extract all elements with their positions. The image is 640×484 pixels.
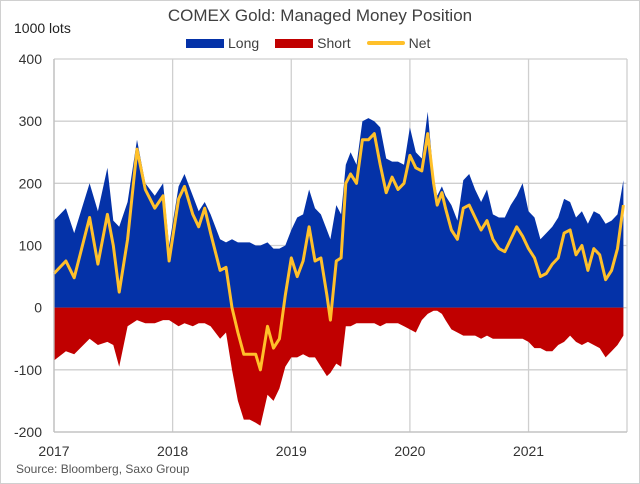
legend-label-short: Short [317, 35, 351, 51]
y-tick-label: 200 [19, 175, 43, 191]
y-tick-label: -200 [14, 424, 42, 440]
x-tick-label: 2018 [157, 443, 188, 459]
y-tick-label: 100 [19, 238, 43, 254]
y-tick-label: -100 [14, 362, 42, 378]
y-tick-label: 300 [19, 113, 43, 129]
legend-label-net: Net [408, 35, 431, 51]
short-area [54, 307, 624, 426]
chart-title: COMEX Gold: Managed Money Position [167, 6, 473, 25]
net-line [52, 132, 625, 372]
legend-label-long: Long [228, 35, 260, 51]
source-note: Source: Bloomberg, Saxo Group [16, 462, 190, 476]
y-tick-label: 0 [34, 300, 42, 316]
legend: Long Short Net [186, 35, 446, 51]
legend-item-long: Long [186, 35, 259, 51]
x-tick-label: 2021 [513, 443, 544, 459]
y-tick-label: 400 [19, 51, 43, 67]
y-axis-unit-label: 1000 lots [14, 20, 71, 36]
x-tick-label: 2019 [276, 443, 307, 459]
long-area [54, 111, 624, 308]
x-tick-label: 2017 [38, 443, 69, 459]
legend-item-net: Net [366, 35, 431, 51]
x-tick-label: 2020 [394, 443, 425, 459]
legend-swatch-long [186, 38, 224, 48]
legend-item-short: Short [275, 35, 351, 51]
legend-swatch-short [275, 38, 314, 48]
legend-swatch-net [366, 41, 405, 45]
